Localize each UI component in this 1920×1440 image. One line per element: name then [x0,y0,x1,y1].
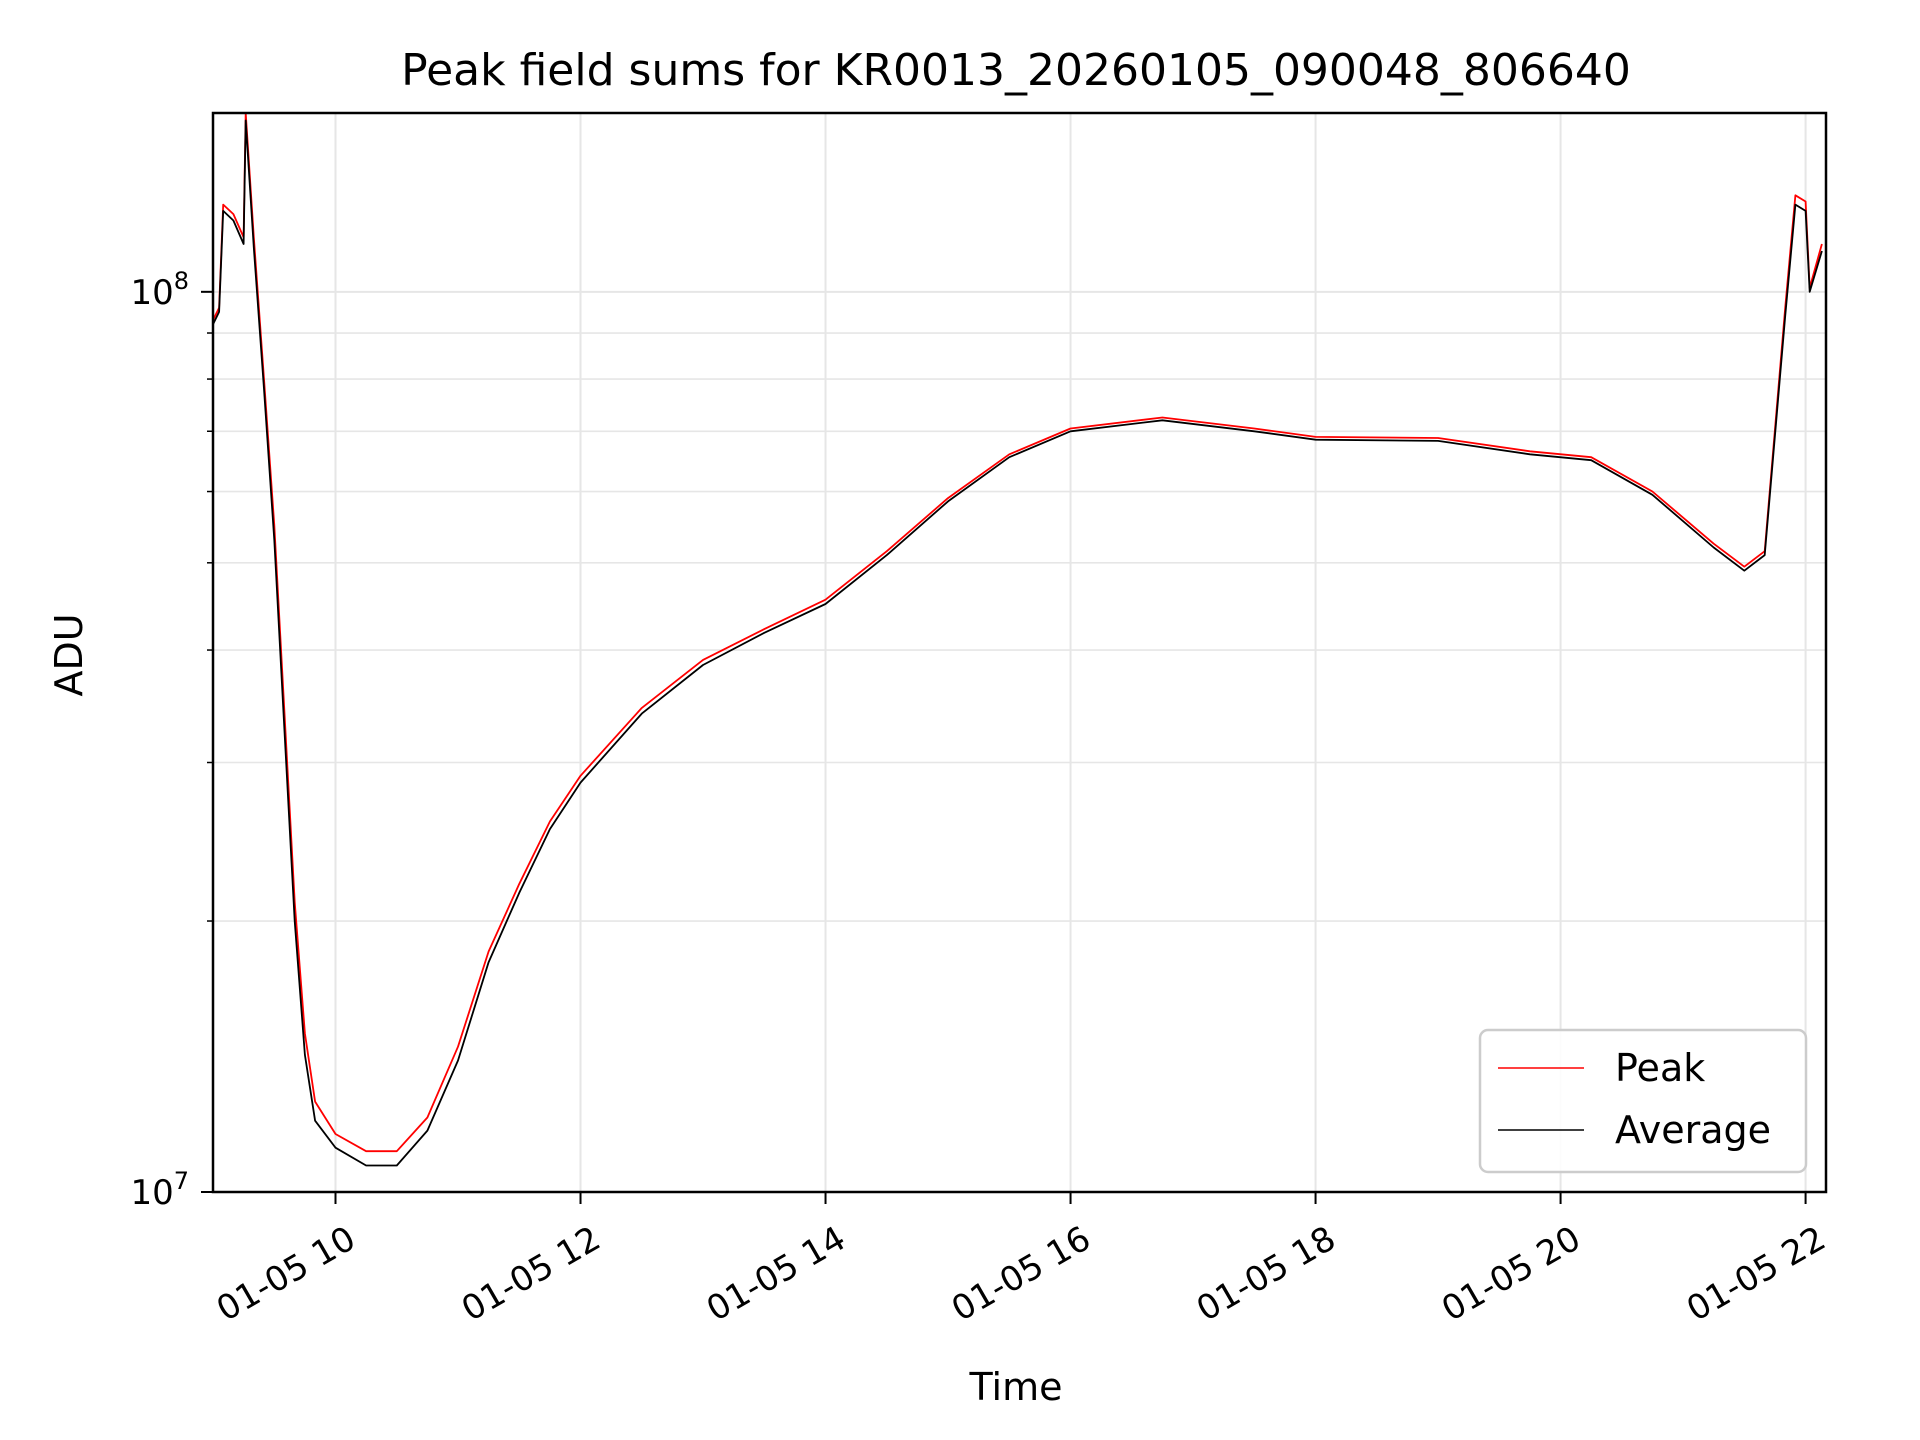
legend-label-average: Average [1615,1108,1771,1152]
series-line-average [212,119,1823,1167]
plot-frame [211,111,1828,1194]
series-layer [212,112,1823,1167]
grid [213,113,1826,1193]
y-tick-label: 108 [130,267,189,313]
legend: Peak Average [1478,1028,1808,1174]
y-tick-label: 107 [130,1167,189,1213]
y-axis-label: ADU [47,613,91,696]
x-axis-label: Time [969,1365,1063,1409]
legend-box [1478,1028,1808,1174]
chart-title: Peak field sums for KR0013_20260105_0900… [401,45,1631,96]
y-axis: 107 108 [130,267,213,1213]
legend-label-peak: Peak [1615,1046,1705,1090]
